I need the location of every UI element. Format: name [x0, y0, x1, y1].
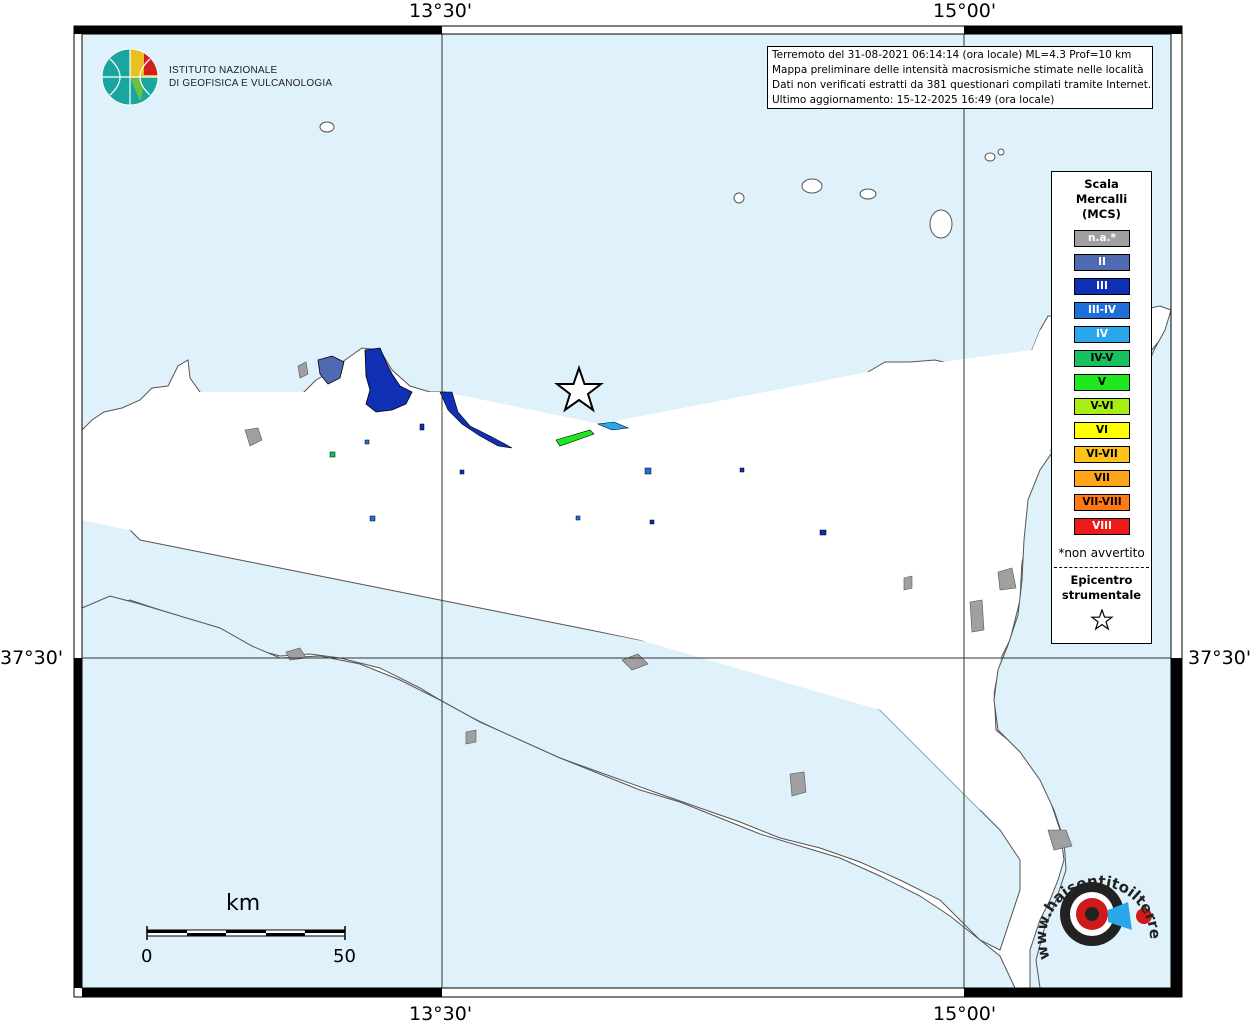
- logo-line-2: DI GEOFISICA E VULCANOLOGIA: [169, 78, 333, 89]
- intensity-legend: Scala Mercalli (MCS) n.a.* II III III-IV IV I…: [1051, 171, 1152, 644]
- legend-title: Scala Mercalli (MCS): [1052, 177, 1151, 222]
- lon-label-bottom-left: 13°30': [409, 1003, 473, 1025]
- legend-note: *non avvertito: [1058, 546, 1145, 560]
- island: [984, 152, 996, 162]
- legend-swatch: V-VI: [1074, 398, 1130, 415]
- info-line-1: Terremoto del 31-08-2021 06:14:14 (ora l…: [772, 49, 1132, 61]
- legend-swatch: n.a.*: [1074, 230, 1130, 247]
- haisentito-logo: www.haisentitoilterremoto.it: [1028, 840, 1164, 962]
- island: [733, 192, 745, 204]
- south-sea: [81, 595, 1016, 989]
- info-line-2: Mappa preliminare delle intensità macros…: [772, 64, 1144, 76]
- legend-title-2: Mercalli: [1075, 192, 1128, 206]
- island: [319, 121, 335, 133]
- patch-palermo-iii: [364, 347, 413, 413]
- scale-start-label: 0: [141, 946, 153, 967]
- legend-swatch: VIII: [1074, 518, 1130, 535]
- legend-swatch: IV-V: [1074, 350, 1130, 367]
- lon-label-top-right: 15°00': [933, 0, 997, 22]
- island: [929, 209, 953, 239]
- event-info-box: Terremoto del 31-08-2021 06:14:14 (ora l…: [767, 46, 1153, 109]
- logo-line-1: ISTITUTO NAZIONALE: [169, 65, 278, 76]
- legend-star-icon: [1090, 609, 1114, 631]
- legend-swatch: III-IV: [1074, 302, 1130, 319]
- island: [859, 188, 877, 200]
- island: [801, 178, 823, 194]
- legend-swatch: II: [1074, 254, 1130, 271]
- legend-swatch: VI: [1074, 422, 1130, 439]
- legend-epi-2: strumentale: [1061, 588, 1142, 602]
- ingv-logo-text: ISTITUTO NAZIONALE DI GEOFISICA E VULCAN…: [169, 64, 332, 90]
- patch-na-1: [297, 361, 309, 379]
- info-line-4: Ultimo aggiornamento: 15-12-2025 16:49 (…: [772, 94, 1055, 106]
- patch-v-coast: [555, 429, 595, 447]
- lon-label-top-left: 13°30': [409, 0, 473, 22]
- legend-separator: [1054, 567, 1149, 568]
- legend-epi-1: Epicentro: [1070, 573, 1133, 587]
- legend-title-1: Scala: [1084, 177, 1119, 191]
- scale-end-label: 50: [333, 946, 356, 967]
- lon-label-bottom-right: 15°00': [933, 1003, 997, 1025]
- patch-ii-1: [317, 355, 345, 385]
- lat-label-left: 37°30': [0, 647, 64, 669]
- legend-swatch: VI-VII: [1074, 446, 1130, 463]
- legend-swatch: III: [1074, 278, 1130, 295]
- info-line-3: Dati non verificati estratti da 381 ques…: [772, 79, 1152, 91]
- ingv-globe-icon: [101, 48, 159, 106]
- legend-swatch: IV: [1074, 326, 1130, 343]
- lat-label-right: 37°30': [1188, 647, 1252, 669]
- legend-title-3: (MCS): [1082, 207, 1121, 221]
- legend-epicenter-label: Epicentro strumentale: [1052, 573, 1151, 603]
- scale-unit-label: km: [226, 891, 261, 916]
- legend-swatch: VII: [1074, 470, 1130, 487]
- patch-iv-coast: [596, 421, 630, 431]
- patch-iii-coast: [439, 391, 513, 449]
- legend-swatch: V: [1074, 374, 1130, 391]
- epicenter-star: [554, 364, 604, 413]
- legend-swatch: VII-VIII: [1074, 494, 1130, 511]
- island: [997, 148, 1005, 156]
